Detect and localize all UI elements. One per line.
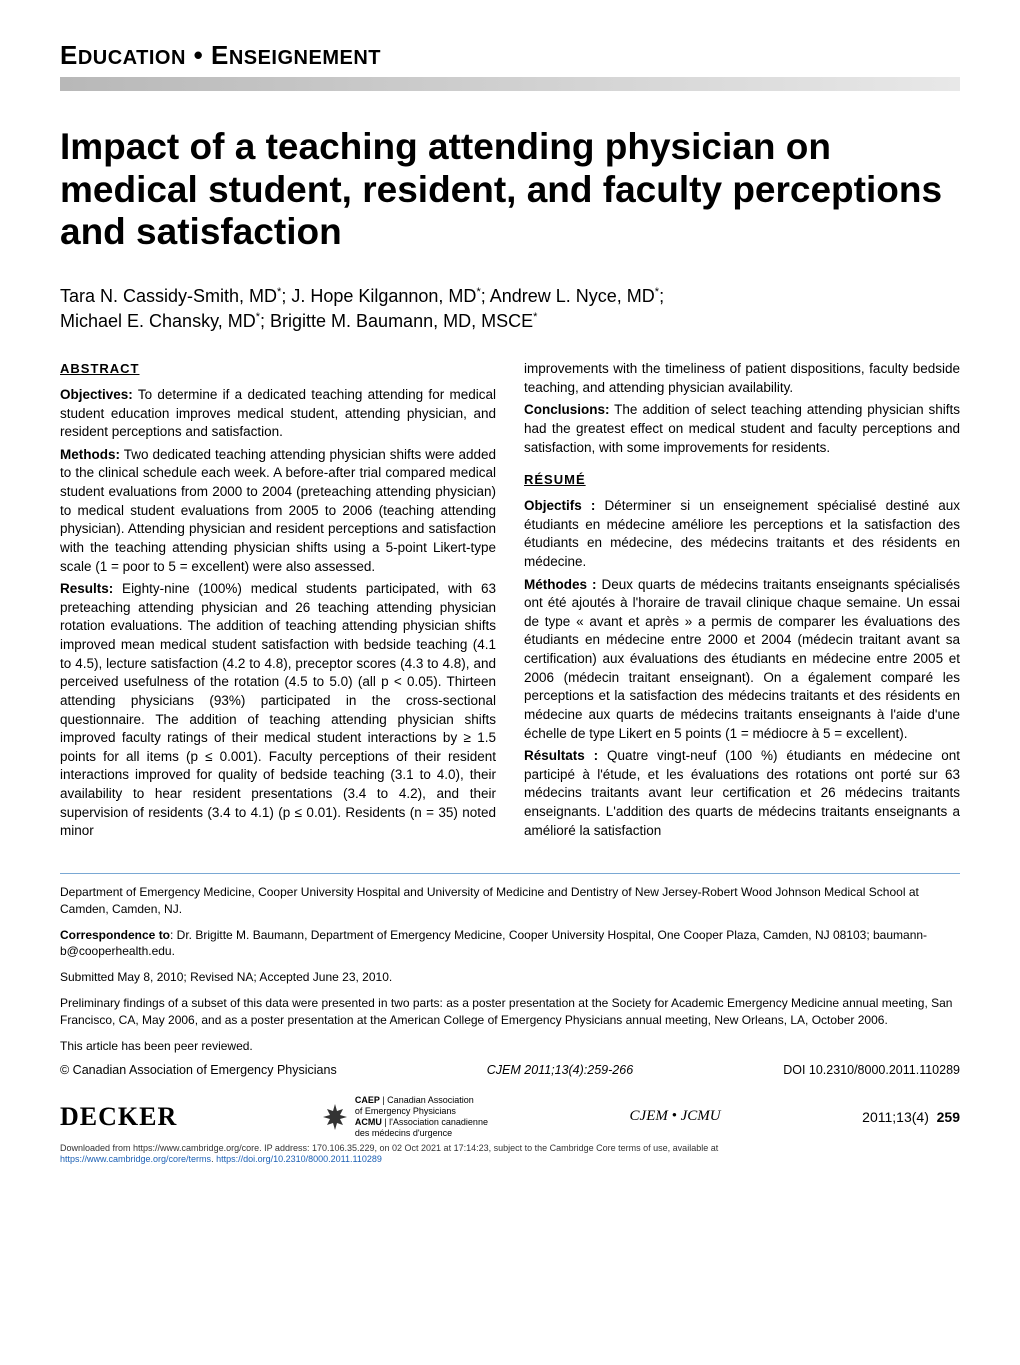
separator-rule xyxy=(60,873,960,874)
article-title: Impact of a teaching attending physician… xyxy=(60,126,960,254)
resultats-para: Résultats : Quatre vingt-neuf (100 %) ét… xyxy=(524,747,960,840)
section-header-text: EDUCATION • ENSEIGNEMENT xyxy=(60,40,381,70)
decker-logo: DECKER xyxy=(60,1102,177,1132)
conclusions-para: Conclusions: The addition of select teac… xyxy=(524,401,960,457)
objectifs-label: Objectifs : xyxy=(524,498,595,513)
methodes-label: Méthodes : xyxy=(524,577,596,592)
decker-text: DECKER xyxy=(60,1102,177,1132)
caep-logo: CAEP | Canadian Associationof Emergency … xyxy=(319,1095,488,1138)
authors-block: Tara N. Cassidy-Smith, MD*; J. Hope Kilg… xyxy=(60,284,960,334)
methods-label: Methods: xyxy=(60,447,120,462)
caep-line-2: ACMU | l'Association canadiennedes médec… xyxy=(355,1117,488,1139)
correspondence-text: : Dr. Brigitte M. Baumann, Department of… xyxy=(60,928,927,959)
methods-text: Two dedicated teaching attending physici… xyxy=(60,447,496,574)
correspondence: Correspondence to: Dr. Brigitte M. Bauma… xyxy=(60,927,960,961)
methods-para: Methods: Two dedicated teaching attendin… xyxy=(60,446,496,576)
preliminary-findings: Preliminary findings of a subset of this… xyxy=(60,995,960,1029)
citation: CJEM 2011;13(4):259-266 xyxy=(487,1063,633,1077)
caep-line-1: CAEP | Canadian Associationof Emergency … xyxy=(355,1095,488,1117)
doi: DOI 10.2310/8000.2011.110289 xyxy=(783,1063,960,1077)
authors-line-2: Michael E. Chansky, MD*; Brigitte M. Bau… xyxy=(60,311,537,331)
maple-leaf-icon xyxy=(319,1101,351,1133)
abstract-heading: ABSTRACT xyxy=(60,360,496,378)
cambridge-line-1: Downloaded from https://www.cambridge.or… xyxy=(60,1143,718,1153)
submitted-dates: Submitted May 8, 2010; Revised NA; Accep… xyxy=(60,969,960,986)
section-header: EDUCATION • ENSEIGNEMENT xyxy=(60,40,960,71)
authors-line-1: Tara N. Cassidy-Smith, MD*; J. Hope Kilg… xyxy=(60,286,664,306)
cambridge-doi-link[interactable]: https://doi.org/10.2310/8000.2011.110289 xyxy=(216,1154,382,1164)
cambridge-terms-link[interactable]: https://www.cambridge.org/core/terms xyxy=(60,1154,211,1164)
results-text: Eighty-nine (100%) medical students part… xyxy=(60,581,496,838)
methodes-para: Méthodes : Deux quarts de médecins trait… xyxy=(524,576,960,744)
objectives-para: Objectives: To determine if a dedicated … xyxy=(60,386,496,442)
affiliation: Department of Emergency Medicine, Cooper… xyxy=(60,884,960,918)
results-para: Results: Eighty-nine (100%) medical stud… xyxy=(60,580,496,841)
page-info: 2011;13(4) 259 xyxy=(862,1109,960,1125)
conclusions-label: Conclusions: xyxy=(524,402,610,417)
cambridge-download-note: Downloaded from https://www.cambridge.or… xyxy=(60,1143,960,1166)
objectives-label: Objectives: xyxy=(60,387,133,402)
correspondence-label: Correspondence to xyxy=(60,928,170,942)
citation-row: © Canadian Association of Emergency Phys… xyxy=(60,1063,960,1077)
journal-abbrev: CJEM • JCMU xyxy=(630,1108,721,1125)
footer-bottom-row: DECKER CAEP | Canadian Associationof Eme… xyxy=(60,1095,960,1138)
results-continuation: improvements with the timeliness of pati… xyxy=(524,360,960,397)
abstract-columns: ABSTRACT Objectives: To determine if a d… xyxy=(60,360,960,845)
left-column: ABSTRACT Objectives: To determine if a d… xyxy=(60,360,496,845)
issue: 2011;13(4) xyxy=(862,1109,929,1125)
page-number: 259 xyxy=(937,1109,960,1125)
right-column: improvements with the timeliness of pati… xyxy=(524,360,960,845)
objectifs-para: Objectifs : Déterminer si un enseignemen… xyxy=(524,497,960,572)
resume-heading: RÉSUMÉ xyxy=(524,471,960,489)
methodes-text: Deux quarts de médecins traitants enseig… xyxy=(524,577,960,741)
resultats-label: Résultats : xyxy=(524,748,598,763)
copyright: © Canadian Association of Emergency Phys… xyxy=(60,1063,337,1077)
results-label: Results: xyxy=(60,581,113,596)
peer-reviewed-note: This article has been peer reviewed. xyxy=(60,1038,960,1055)
divider-bar xyxy=(60,77,960,91)
